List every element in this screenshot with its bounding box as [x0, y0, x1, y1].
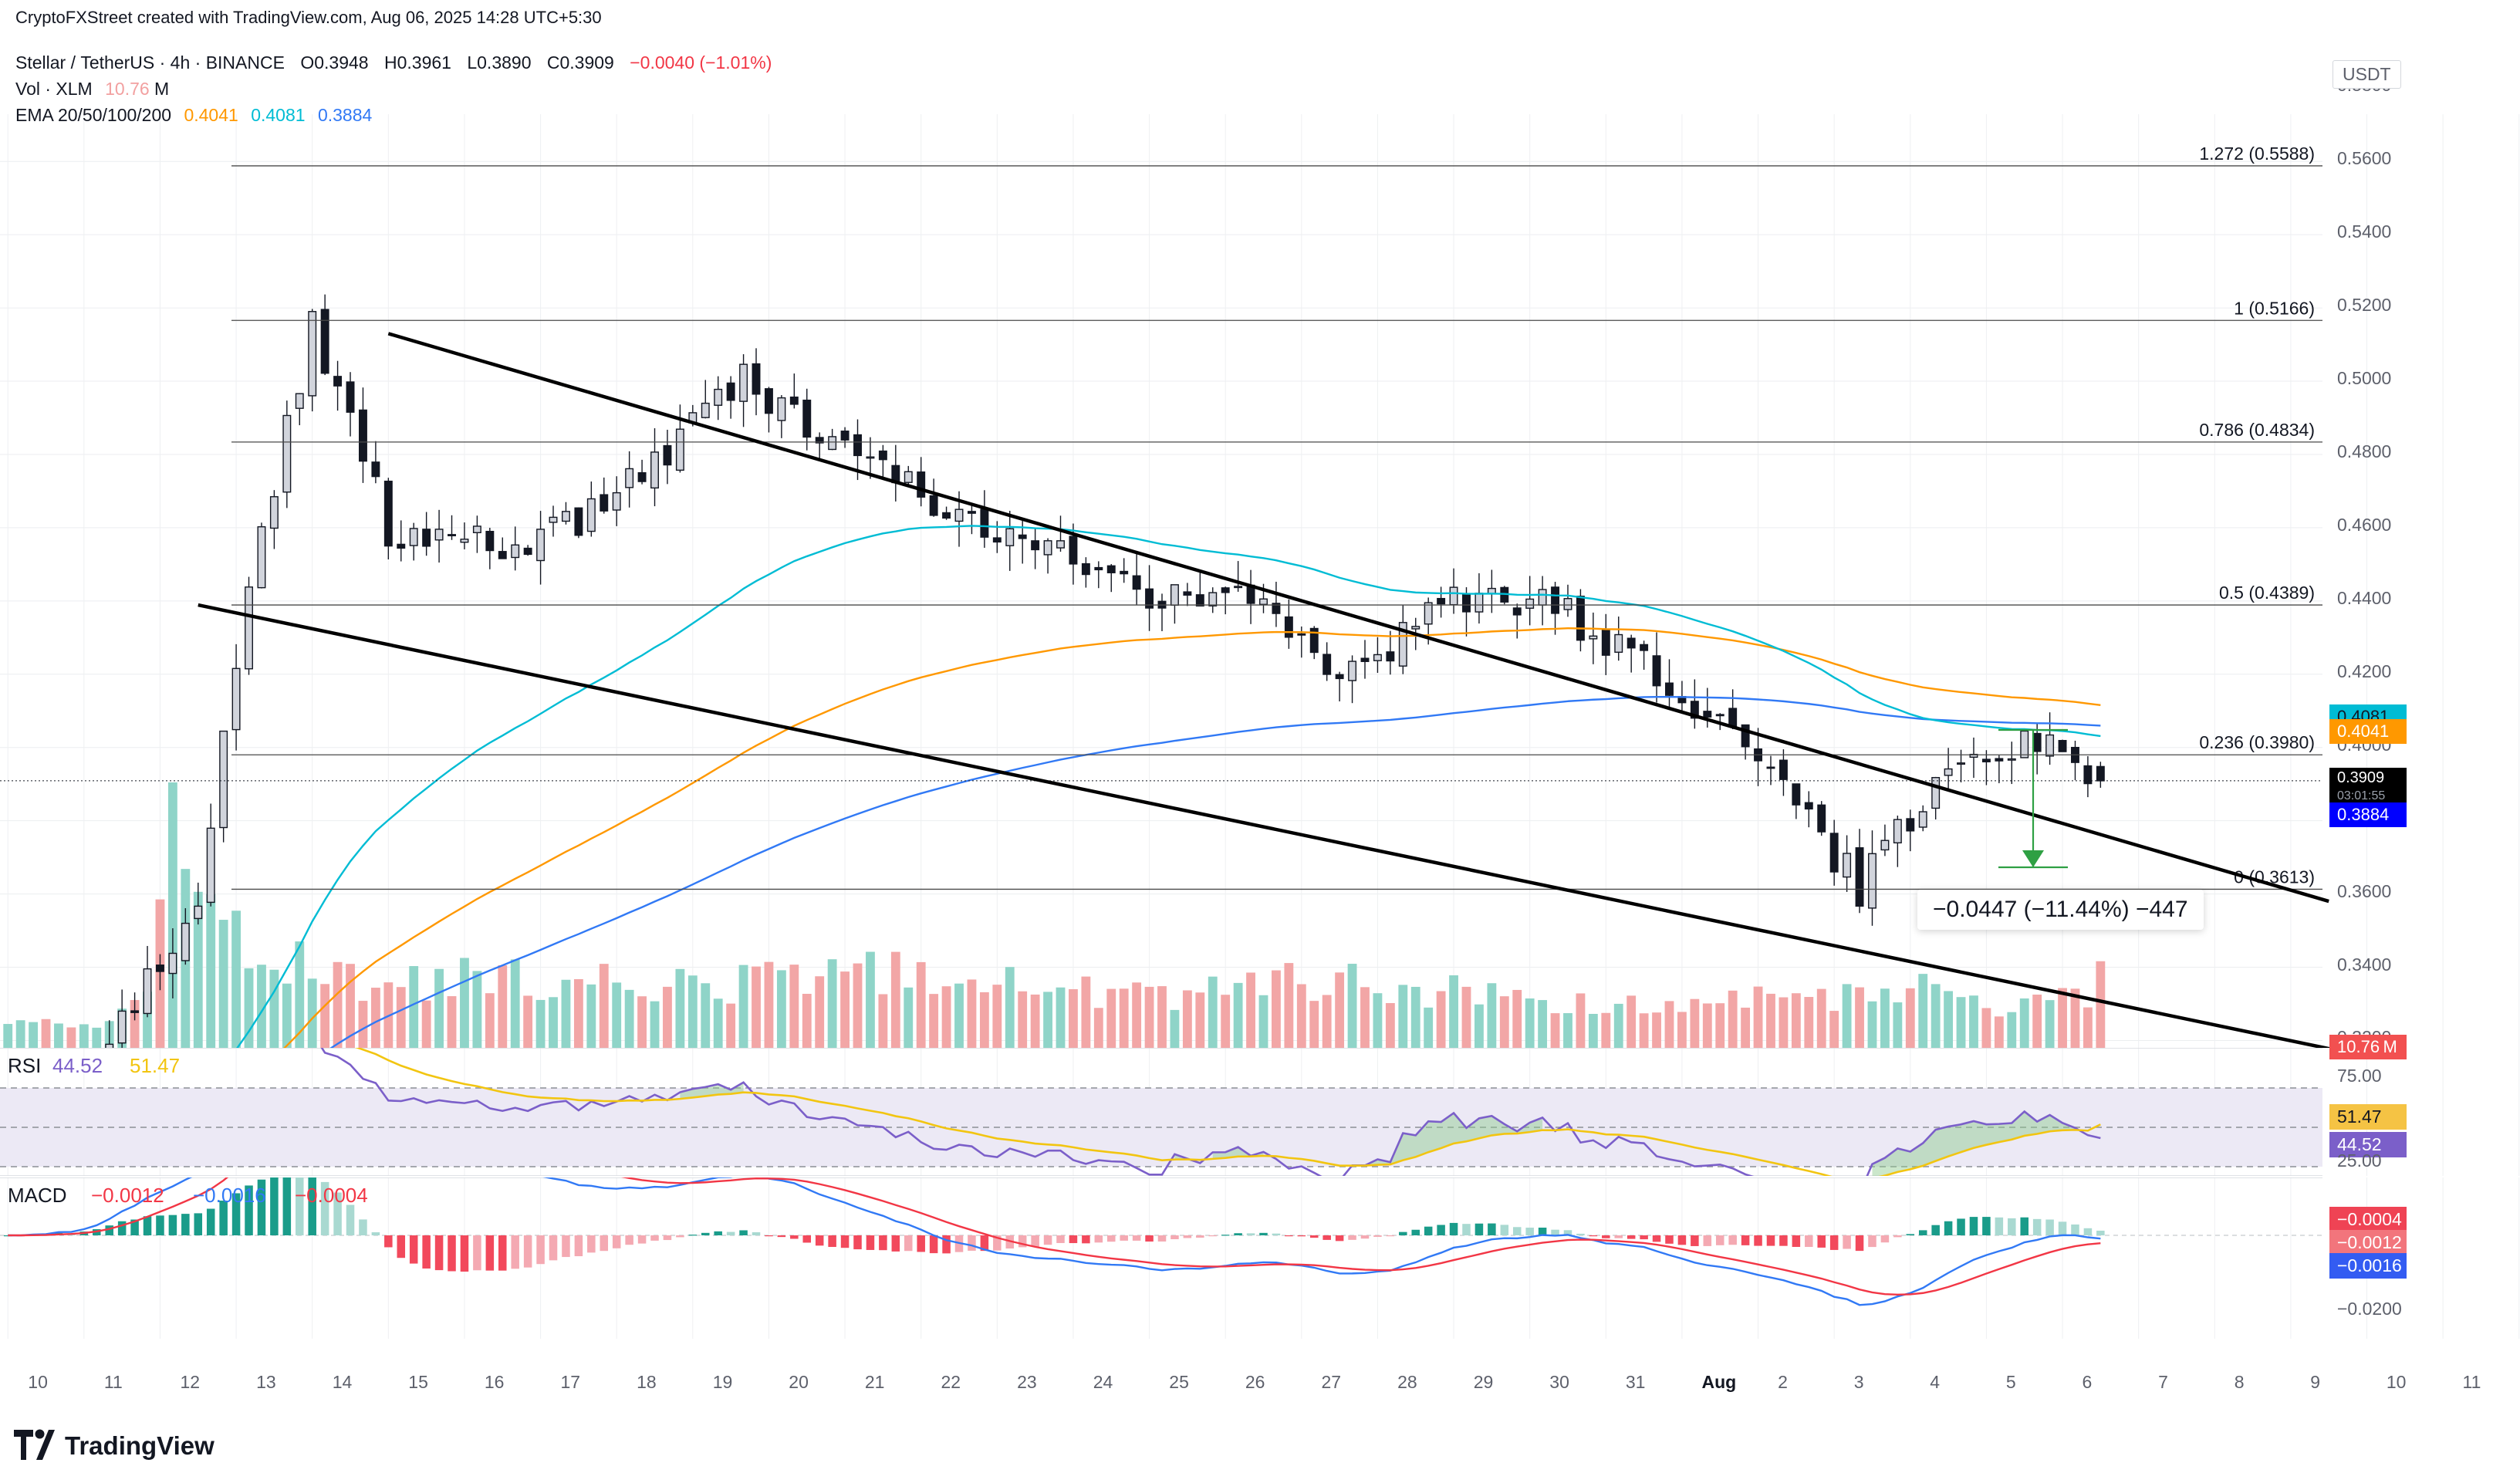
- svg-text:−0.0004: −0.0004: [295, 1184, 368, 1207]
- svg-text:MACD: MACD: [8, 1184, 67, 1207]
- svg-text:RSI: RSI: [8, 1054, 41, 1077]
- svg-text:1.272 (0.5588): 1.272 (0.5588): [2199, 144, 2315, 164]
- svg-text:0.786 (0.4834): 0.786 (0.4834): [2199, 420, 2315, 440]
- svg-text:51.47: 51.47: [130, 1054, 180, 1077]
- svg-text:−0.0016: −0.0016: [193, 1184, 266, 1207]
- svg-text:0.5 (0.4389): 0.5 (0.4389): [2219, 583, 2315, 603]
- svg-text:−0.0012: −0.0012: [91, 1184, 164, 1207]
- svg-text:0.236 (0.3980): 0.236 (0.3980): [2199, 732, 2315, 752]
- svg-text:1 (0.5166): 1 (0.5166): [2234, 298, 2315, 318]
- svg-text:44.52: 44.52: [52, 1054, 103, 1077]
- svg-text:TradingView: TradingView: [65, 1431, 215, 1460]
